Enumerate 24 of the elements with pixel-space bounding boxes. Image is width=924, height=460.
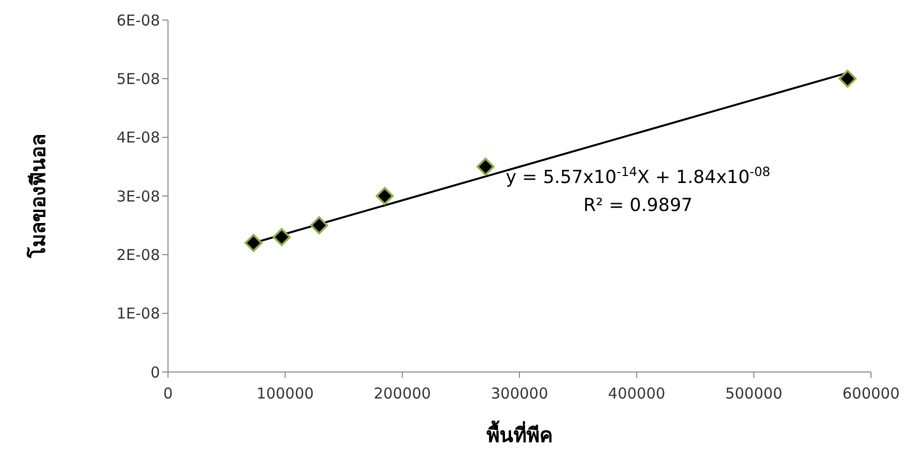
x-tick-label: 0	[163, 384, 173, 403]
point	[244, 234, 263, 252]
point	[310, 216, 328, 234]
y-tick-label: 1E-08	[116, 304, 160, 323]
y-tick-label: 4E-08	[116, 128, 160, 147]
y-tick-label: 5E-08	[116, 70, 160, 88]
point	[476, 158, 495, 176]
point	[376, 187, 394, 205]
x-tick-label: 600000	[842, 384, 900, 403]
annotation: R² = 0.9897	[583, 195, 693, 216]
y-tick-label: 0	[150, 363, 160, 382]
x-tick-label: 200000	[374, 384, 431, 403]
x-tick-label: 500000	[725, 384, 782, 403]
y-tick-label: 6E-08	[116, 11, 160, 30]
x-tick-label: 300000	[490, 384, 548, 403]
x-tick-label: 100000	[256, 384, 314, 403]
x-tick-label: 400000	[608, 384, 666, 403]
y-tick-label: 3E-08	[116, 187, 160, 206]
point	[272, 228, 291, 246]
point	[838, 70, 857, 88]
annotation: y = 5.57x10$^{-14}$X + 1.84x10$^{-08}$	[506, 164, 770, 188]
y-axis-title: โมลของฟีนอล	[26, 134, 50, 259]
y-tick-label: 2E-08	[116, 246, 160, 264]
x-axis-title: พื้นที่พีค	[486, 420, 552, 447]
